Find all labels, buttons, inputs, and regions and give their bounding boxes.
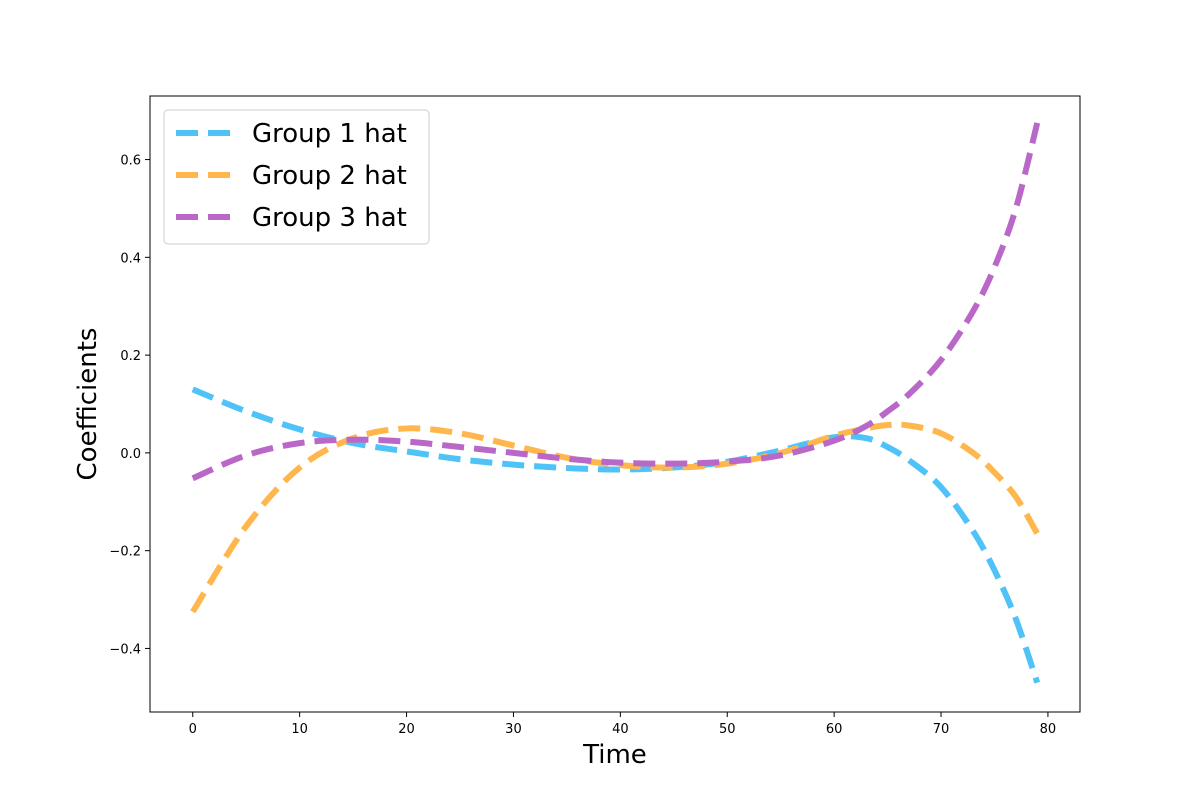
x-tick-label: 40	[612, 722, 629, 737]
plot-frame	[149, 95, 1081, 713]
y-tick-label: 0.0	[120, 447, 141, 462]
series-line-group-1	[191, 386, 1041, 684]
legend: Group 1 hat Group 2 hat Group 3 hat	[163, 109, 430, 245]
y-tick-label: 0.4	[120, 251, 141, 266]
x-tick-label: 20	[398, 722, 415, 737]
series-line-group-2	[190, 421, 1040, 614]
x-tick-label: 70	[933, 722, 950, 737]
legend-box	[163, 109, 430, 245]
y-tick-label: 0.6	[120, 154, 141, 169]
x-tick-label: 80	[1040, 722, 1057, 737]
series-layer	[190, 122, 1041, 684]
x-tick-label: 30	[505, 722, 522, 737]
series-line-group-3	[191, 122, 1041, 482]
y-tick-label: 0.2	[120, 349, 141, 364]
legend-label-group-2: Group 2 hat	[252, 161, 407, 191]
legend-label-group-1: Group 1 hat	[252, 119, 407, 149]
x-tick-label: 60	[826, 722, 843, 737]
x-tick-label: 10	[291, 722, 308, 737]
x-tick-label: 0	[189, 722, 197, 737]
legend-label-group-3: Group 3 hat	[252, 203, 407, 233]
y-axis-label: Coefficients	[73, 328, 103, 481]
x-axis-label: Time	[582, 740, 647, 770]
y-axis: −0.4 −0.2 0.0 0.2 0.4 0.6	[109, 154, 150, 657]
x-tick-label: 50	[719, 722, 736, 737]
y-tick-label: −0.2	[109, 545, 141, 560]
x-axis: 0 10 20 30 40 50 60 70 80	[189, 712, 1057, 737]
y-tick-label: −0.4	[109, 642, 141, 657]
